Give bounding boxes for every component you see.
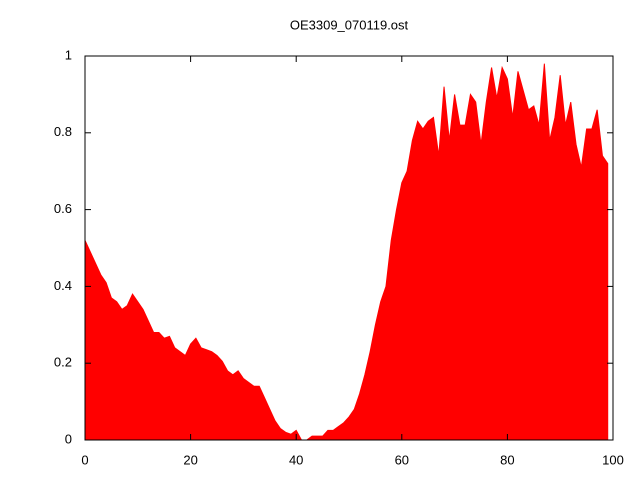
y-tick-label: 0.6 xyxy=(54,201,72,216)
x-tick-label: 60 xyxy=(395,452,409,467)
x-tick-label: 100 xyxy=(602,452,624,467)
y-tick-label: 0.4 xyxy=(54,278,72,293)
chart-title: OE3309_070119.ost xyxy=(290,17,409,32)
area xyxy=(84,63,609,441)
y-tick-label: 0 xyxy=(65,431,72,446)
x-tick-label: 20 xyxy=(183,452,197,467)
x-tick-label: 80 xyxy=(500,452,514,467)
x-tick-label: 40 xyxy=(289,452,303,467)
y-tick-label: 1 xyxy=(65,47,72,62)
plot-border xyxy=(84,55,614,441)
y-tick-label: 0.2 xyxy=(54,355,72,370)
y-tick-label: 0.8 xyxy=(54,124,72,139)
x-tick-label: 0 xyxy=(81,452,88,467)
